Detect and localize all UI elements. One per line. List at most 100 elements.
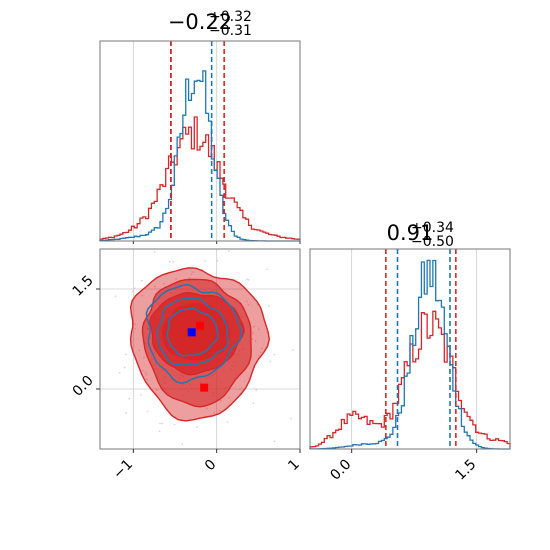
hist-param1-quantiles bbox=[170, 41, 225, 241]
scatter-point bbox=[254, 340, 257, 342]
scatter-point bbox=[252, 402, 255, 405]
x-tick-label: 1.5 bbox=[452, 457, 479, 484]
scatter-point bbox=[134, 323, 136, 325]
scatter-point bbox=[188, 277, 191, 279]
marker-series-b bbox=[200, 383, 209, 392]
scatter-point bbox=[128, 397, 131, 400]
scatter-point bbox=[161, 422, 163, 425]
contour-yticks: 0.0 1.5 bbox=[70, 273, 100, 400]
scatter-point bbox=[204, 260, 206, 262]
hist-param1-title-sub: −0.31 bbox=[209, 23, 252, 39]
scatter-point bbox=[132, 291, 134, 293]
contour-level-series-a bbox=[156, 297, 229, 366]
scatter-point bbox=[173, 423, 176, 426]
scatter-point bbox=[228, 396, 230, 399]
hist-param2-quantiles bbox=[385, 249, 457, 449]
contour-markers bbox=[187, 321, 209, 392]
contour-level-series-a bbox=[145, 283, 243, 384]
scatter-point bbox=[141, 294, 143, 297]
contour-xticks: −1 0 1 bbox=[110, 449, 303, 482]
hist-param2-frame bbox=[309, 248, 511, 450]
scatter-point bbox=[219, 409, 221, 412]
hist-param1-title-main: −0.22 bbox=[168, 10, 232, 34]
scatter-point bbox=[154, 285, 156, 288]
scatter-point bbox=[216, 260, 219, 262]
contour-level-series-b bbox=[161, 302, 230, 361]
scatter-point bbox=[251, 338, 253, 341]
scatter-point bbox=[292, 349, 294, 351]
x-tick-label: 1 bbox=[285, 457, 303, 475]
scatter-point bbox=[172, 261, 175, 263]
scatter-point bbox=[213, 412, 215, 414]
scatter-point bbox=[257, 328, 260, 331]
scatter-point bbox=[175, 278, 177, 280]
hist-param1-title: −0.22 bbox=[168, 10, 232, 34]
scatter-point bbox=[138, 349, 141, 352]
scatter-point bbox=[252, 332, 254, 335]
scatter-point bbox=[134, 327, 136, 330]
scatter-point bbox=[220, 399, 222, 402]
scatter-point bbox=[223, 246, 225, 248]
scatter-point bbox=[156, 389, 158, 391]
hist-param1-series-b bbox=[99, 116, 301, 241]
hist-panel-param1: −0.22 +0.32 −0.31 bbox=[99, 9, 301, 244]
scatter-point bbox=[269, 360, 271, 363]
scatter-point bbox=[94, 329, 96, 331]
scatter-point bbox=[290, 417, 292, 420]
hist-param1-frame bbox=[99, 40, 301, 242]
scatter-point bbox=[142, 369, 144, 372]
scatter-point bbox=[273, 353, 276, 356]
scatter-point bbox=[261, 347, 263, 349]
scatter-point bbox=[141, 279, 143, 282]
scatter-point bbox=[133, 287, 136, 290]
y-tick-label: 0.0 bbox=[70, 373, 97, 400]
scatter-point bbox=[144, 371, 147, 374]
hist-param2-xticks: 0.0 1.5 bbox=[327, 449, 479, 484]
contour-level-series-a bbox=[166, 307, 219, 357]
scatter-point bbox=[146, 410, 149, 413]
scatter-point bbox=[114, 295, 117, 298]
scatter-point bbox=[266, 268, 269, 271]
scatter-point bbox=[226, 421, 229, 423]
scatter-point bbox=[143, 356, 145, 359]
scatter-point bbox=[118, 372, 121, 374]
contour-panel: −1 0 1 0.0 1.5 bbox=[70, 245, 303, 482]
y-tick-label: 1.5 bbox=[70, 273, 97, 300]
scatter-point bbox=[125, 412, 128, 414]
scatter-point bbox=[196, 426, 198, 428]
contour-frame bbox=[99, 248, 301, 450]
scatter-point bbox=[253, 325, 255, 328]
scatter-point bbox=[246, 278, 248, 281]
scatter-point bbox=[146, 378, 148, 381]
hist-param1-area bbox=[100, 41, 300, 241]
x-tick-label: 0.0 bbox=[327, 457, 354, 484]
scatter-point bbox=[259, 351, 262, 354]
hist-param2-title-sub: −0.50 bbox=[411, 234, 454, 250]
hist-panel-param2: 0.91 +0.34 −0.50 0.0 1.5 bbox=[309, 220, 511, 484]
scatter-point bbox=[258, 354, 260, 357]
scatter-point bbox=[140, 394, 142, 396]
scatter-point bbox=[159, 422, 161, 425]
scatter-point bbox=[159, 474, 161, 476]
hist-param2-title-main: 0.91 bbox=[387, 221, 434, 245]
hist-param2-series-a bbox=[309, 259, 510, 450]
scatter-point bbox=[205, 245, 207, 247]
scatter-point bbox=[125, 353, 127, 356]
contour-levels bbox=[129, 267, 271, 422]
scatter-point bbox=[268, 305, 270, 308]
scatter-point bbox=[192, 271, 194, 273]
scatter-point bbox=[163, 282, 166, 285]
hist-param2-title: 0.91 bbox=[387, 221, 434, 245]
marker-series-a bbox=[187, 328, 196, 337]
scatter-point bbox=[123, 366, 126, 369]
x-tick-label: 0 bbox=[202, 457, 220, 475]
scatter-point bbox=[255, 389, 258, 391]
scatter-point bbox=[168, 260, 171, 263]
scatter-point bbox=[181, 443, 184, 446]
scatter-point bbox=[247, 304, 250, 306]
x-tick-label: −1 bbox=[110, 457, 136, 483]
hist-param2-title-sup: +0.34 bbox=[411, 220, 454, 236]
scatter-point bbox=[206, 407, 208, 410]
hist-param1-title-sup: +0.32 bbox=[209, 9, 252, 25]
